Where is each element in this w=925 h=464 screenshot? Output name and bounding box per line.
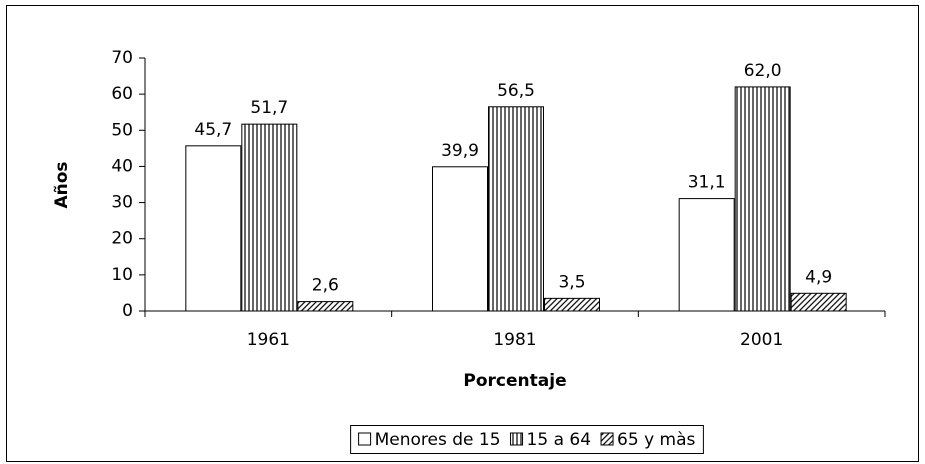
value-label: 62,0 xyxy=(744,61,782,81)
y-tick-label: 40 xyxy=(111,156,133,176)
bar xyxy=(432,166,488,312)
value-label: 51,7 xyxy=(250,98,288,118)
x-axis-label: Porcentaje xyxy=(463,371,566,391)
y-tick-label: 20 xyxy=(111,229,133,249)
value-label: 56,5 xyxy=(497,81,535,101)
x-tick-label: 1961 xyxy=(247,330,290,350)
legend-label: 65 y màs xyxy=(617,430,695,450)
y-axis-label: Años xyxy=(52,161,72,208)
legend-swatch xyxy=(600,432,614,446)
legend-swatch xyxy=(358,432,372,446)
y-tick-label: 30 xyxy=(111,193,133,213)
bar xyxy=(241,123,298,312)
bar xyxy=(678,198,735,312)
y-tick-label: 10 xyxy=(111,265,133,285)
value-label: 39,9 xyxy=(441,141,479,161)
value-label: 3,5 xyxy=(558,272,585,292)
bar xyxy=(185,145,242,312)
y-tick-label: 0 xyxy=(122,301,133,321)
bar xyxy=(297,301,354,312)
value-label: 31,1 xyxy=(688,173,726,193)
legend-label: 15 a 64 xyxy=(527,430,592,450)
bar xyxy=(488,106,544,312)
legend-swatch xyxy=(510,432,524,446)
x-tick-label: 1981 xyxy=(493,330,536,350)
bar xyxy=(544,297,600,312)
bar xyxy=(790,292,847,312)
legend-label: Menores de 15 xyxy=(375,430,501,450)
y-tick-label: 70 xyxy=(111,48,133,68)
y-tick-label: 50 xyxy=(111,120,133,140)
value-label: 45,7 xyxy=(194,120,232,140)
value-label: 4,9 xyxy=(805,267,832,287)
value-label: 2,6 xyxy=(312,276,339,296)
bar xyxy=(734,86,791,312)
x-tick-label: 2001 xyxy=(740,330,783,350)
legend-box xyxy=(350,425,704,454)
y-tick-label: 60 xyxy=(111,84,133,104)
